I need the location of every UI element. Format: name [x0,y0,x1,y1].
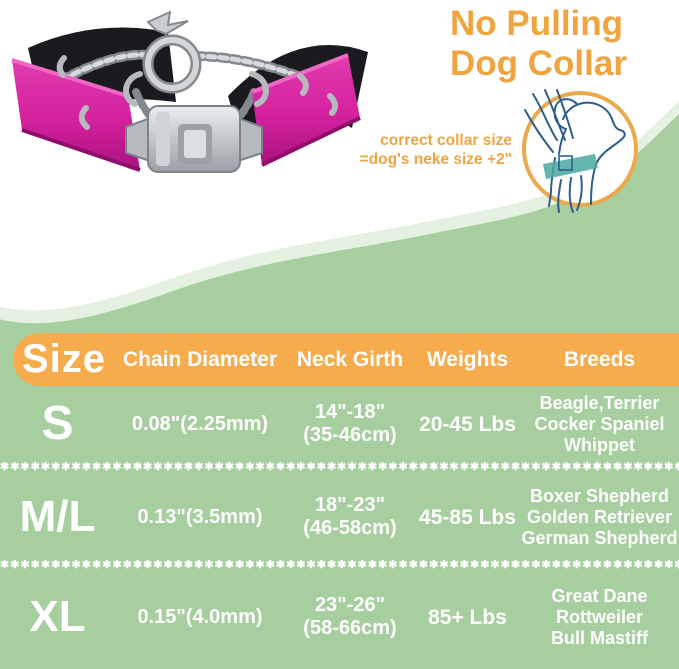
dog-head-illustration [562,101,626,205]
neck-girth-cm: (35-46cm) [303,424,397,446]
cell-weights: 20-45 Lbs [419,412,516,436]
neck-girth-cm: (46-58cm) [303,517,397,539]
neck-girth-inches: 18"-23" [314,494,386,516]
breed-line: German Shepherd [521,527,678,548]
size-table: Size Chain Diameter Neck Girth Weights B… [0,333,679,662]
cell-chain-diameter: 0.15"(4.0mm) [137,605,263,628]
title-line-1: No Pulling [450,4,624,43]
cell-size: S [41,397,74,450]
header-breeds: Breeds [563,347,636,371]
cell-size: XL [29,592,86,641]
prong-hooks-icon [56,55,338,130]
table-row-s: S 0.08"(2.25mm) 14"-18" (35-46cm) 20-45 … [0,386,679,462]
cell-breeds: Beagle,Terrier Cocker Spaniel Whippet [520,393,679,456]
row-separator: ✱✱✱✱✱✱✱✱✱✱✱✱✱✱✱✱✱✱✱✱✱✱✱✱✱✱✱✱✱✱✱✱✱✱✱✱✱✱✱✱… [0,560,679,571]
cell-size: M/L [19,492,96,541]
cell-weights: 85+ Lbs [428,605,507,629]
pink-webbing-left [11,58,141,172]
sizing-note-line-2: =dog's neke size +2" [359,151,512,168]
dog-neck-back [548,157,556,207]
header-size: Size [21,337,107,381]
row-separator: ✱✱✱✱✱✱✱✱✱✱✱✱✱✱✱✱✱✱✱✱✱✱✱✱✱✱✱✱✱✱✱✱✱✱✱✱✱✱✱✱… [0,462,679,473]
header-weights: Weights [426,347,509,371]
breed-line: Great Dane [551,585,648,606]
table-header-row: Size Chain Diameter Neck Girth Weights B… [13,333,679,386]
breed-line: Golden Retriever [526,506,673,527]
measuring-guide-icon [522,89,638,213]
breed-line: Boxer Shepherd [529,485,670,506]
cell-neck-girth: 18"-23" (46-58cm) [285,494,415,540]
neck-girth-inches: 14"-18" [314,401,386,423]
sizing-note-line-1: correct collar size [380,132,512,149]
cell-chain-diameter: 0.13"(3.5mm) [137,505,263,528]
neck-girth-cm: (58-66cm) [303,617,397,639]
collar-product-photo [11,10,368,173]
buckle-icon [125,105,263,173]
title-line-2: Dog Collar [450,44,627,83]
cell-breeds: Boxer Shepherd Golden Retriever German S… [520,486,679,549]
collar-band-illustration [543,154,598,179]
cell-neck-girth: 14"-18" (35-46cm) [285,401,415,447]
breed-line: Beagle,Terrier [539,392,660,413]
header-chain-diameter: Chain Diameter [122,347,278,371]
swivel-clasp-icon [146,10,189,36]
breed-line: Whippet [564,434,635,455]
cell-neck-girth: 23"-26" (58-66cm) [285,594,415,640]
table-row-ml: M/L 0.13"(3.5mm) 18"-23" (46-58cm) 45-85… [0,474,679,560]
wave-green-shape [0,113,679,669]
fingers-illustration [557,175,583,213]
cell-breeds: Great Dane Rottweiler Bull Mastiff [520,586,679,649]
breed-line: Bull Mastiff [551,627,648,648]
cell-weights: 45-85 Lbs [419,505,516,529]
sizing-note: correct collar size =dog's neke size +2" [340,131,512,169]
neck-girth-inches: 23"-26" [314,594,386,616]
hand-illustration [524,89,574,153]
breed-line: Cocker Spaniel [534,413,665,434]
header-neck-girth: Neck Girth [296,347,404,371]
breed-line: Rottweiler [555,606,643,627]
cell-chain-diameter: 0.08"(2.25mm) [131,412,269,435]
o-ring-highlight [145,37,199,91]
page-title: No Pulling Dog Collar [450,4,670,84]
table-row-xl: XL 0.15"(4.0mm) 23"-26" (58-66cm) 85+ Lb… [0,572,679,662]
